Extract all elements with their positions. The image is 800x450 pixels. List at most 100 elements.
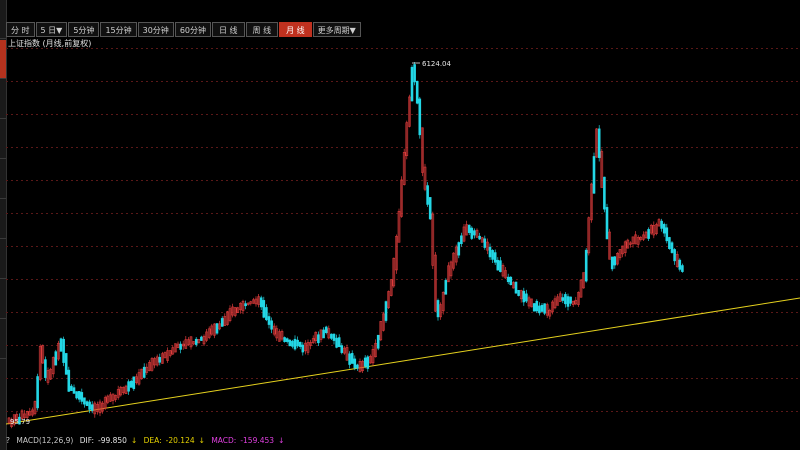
candle-body	[626, 239, 630, 249]
candle-body	[311, 338, 315, 344]
candle-body	[25, 411, 29, 418]
candle-body	[673, 249, 676, 262]
candle-body	[662, 224, 666, 234]
candle-body	[636, 236, 640, 245]
candle-body	[184, 339, 188, 349]
period-button-weekly[interactable]: 周 线	[245, 22, 279, 37]
candle-body	[564, 294, 567, 305]
candle-body	[530, 298, 533, 308]
candle-body	[88, 401, 91, 410]
macd-settings-icon[interactable]: ?	[6, 436, 10, 445]
candle-body	[153, 358, 156, 366]
macd-params[interactable]: MACD(12,26,9)	[16, 436, 74, 445]
candle-body	[241, 301, 245, 312]
candle-body	[314, 331, 318, 341]
candle-body	[431, 213, 435, 266]
candle-body	[317, 334, 320, 344]
candle-body	[38, 345, 42, 380]
sidebar-tab[interactable]	[0, 320, 6, 359]
sidebar-tab[interactable]	[0, 280, 6, 319]
low-price-label: 95.79	[10, 418, 30, 426]
trend-line	[6, 297, 800, 425]
candle-body	[77, 391, 81, 400]
candle-body	[621, 245, 624, 255]
candle-body	[428, 197, 432, 220]
candle-body	[116, 389, 120, 398]
period-button-timeshare[interactable]: 分 时	[6, 22, 35, 37]
sidebar-tab[interactable]	[0, 120, 6, 159]
candle-body	[228, 308, 232, 321]
candle-body	[7, 417, 11, 424]
candle-body	[452, 252, 455, 269]
candle-body	[322, 329, 325, 339]
candle-body	[454, 246, 458, 263]
candle-body	[233, 307, 237, 316]
macd-dea-label: DEA:	[143, 436, 162, 445]
candle-body	[592, 156, 596, 194]
candle-body	[363, 357, 367, 367]
period-toolbar: 分 时 5 日▼ 5分钟 15分钟 30分钟 60分钟 日 线 周 线 月 线 …	[6, 22, 361, 37]
period-button-5min[interactable]: 5分钟	[68, 22, 100, 37]
sidebar-tab[interactable]	[0, 80, 6, 119]
candle-body	[163, 352, 167, 359]
candle-body	[374, 343, 377, 358]
candle-body	[410, 66, 414, 102]
candle-body	[83, 397, 86, 405]
candle-body	[569, 296, 572, 304]
candle-body	[527, 297, 531, 307]
candle-body	[670, 242, 674, 253]
period-button-5day[interactable]: 5 日▼	[35, 22, 68, 37]
sidebar-tab[interactable]	[0, 0, 6, 39]
candle-body	[465, 224, 468, 236]
candle-body	[366, 356, 370, 369]
candle-body	[616, 253, 619, 265]
candle-body	[46, 370, 50, 383]
sidebar-tab[interactable]	[0, 160, 6, 199]
candle-body	[400, 179, 403, 217]
period-button-more[interactable]: 更多周期▼	[312, 22, 361, 37]
candle-body	[413, 64, 416, 83]
candle-body	[613, 256, 617, 266]
candle-body	[324, 326, 328, 333]
candle-body	[226, 311, 229, 325]
candle-body	[623, 241, 627, 253]
candle-body	[535, 300, 539, 312]
candle-body	[192, 341, 195, 345]
candle-body	[415, 80, 419, 104]
candle-body	[340, 345, 344, 353]
candlestick-chart[interactable]: 6124.04 95.79	[6, 48, 800, 434]
candle-body	[571, 300, 575, 305]
candle-body	[639, 237, 643, 240]
candle-body	[28, 411, 32, 416]
candle-body	[44, 359, 47, 378]
candle-body	[319, 329, 323, 340]
candle-body	[441, 291, 445, 312]
macd-dif-label: DIF:	[79, 436, 94, 445]
candle-body	[553, 298, 557, 309]
sidebar-tab[interactable]	[0, 240, 6, 279]
period-button-monthly[interactable]: 月 线	[279, 22, 312, 37]
candle-body	[80, 392, 84, 402]
candle-body	[665, 227, 669, 242]
candle-body	[257, 296, 260, 305]
candle-body	[291, 340, 294, 347]
candle-body	[332, 333, 336, 341]
sidebar-tab[interactable]	[0, 200, 6, 239]
candle-body	[657, 219, 661, 227]
candle-body	[353, 358, 357, 369]
period-button-60min[interactable]: 60分钟	[174, 22, 211, 37]
period-button-15min[interactable]: 15分钟	[100, 22, 137, 37]
candle-body	[64, 353, 68, 375]
candle-body	[176, 343, 180, 348]
period-button-30min[interactable]: 30分钟	[137, 22, 174, 37]
candle-body	[265, 307, 268, 321]
candle-body	[207, 328, 211, 338]
candle-body	[423, 166, 427, 190]
candle-body	[278, 331, 281, 342]
sidebar-tab-active[interactable]	[0, 40, 6, 79]
candle-body	[327, 328, 331, 339]
candle-body	[582, 272, 585, 289]
period-button-daily[interactable]: 日 线	[212, 22, 245, 37]
candle-body	[499, 260, 502, 272]
candle-body	[449, 261, 453, 277]
